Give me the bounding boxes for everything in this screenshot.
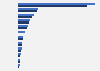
Bar [18,21,29,24]
Bar [18,14,34,16]
Bar [18,31,25,33]
Bar [18,50,21,52]
Bar [18,8,38,10]
Bar [18,44,22,46]
Bar [18,53,21,55]
Bar [18,27,27,29]
Bar [18,66,19,69]
Bar [18,47,22,50]
Bar [18,5,87,7]
Bar [18,25,28,27]
Bar [18,10,37,12]
Bar [18,19,30,21]
Bar [18,61,20,63]
Bar [18,55,20,57]
Bar [18,36,23,38]
Bar [18,64,20,66]
Bar [18,59,20,61]
Bar [18,2,95,5]
Bar [18,42,22,44]
Bar [18,16,32,18]
Bar [18,38,23,40]
